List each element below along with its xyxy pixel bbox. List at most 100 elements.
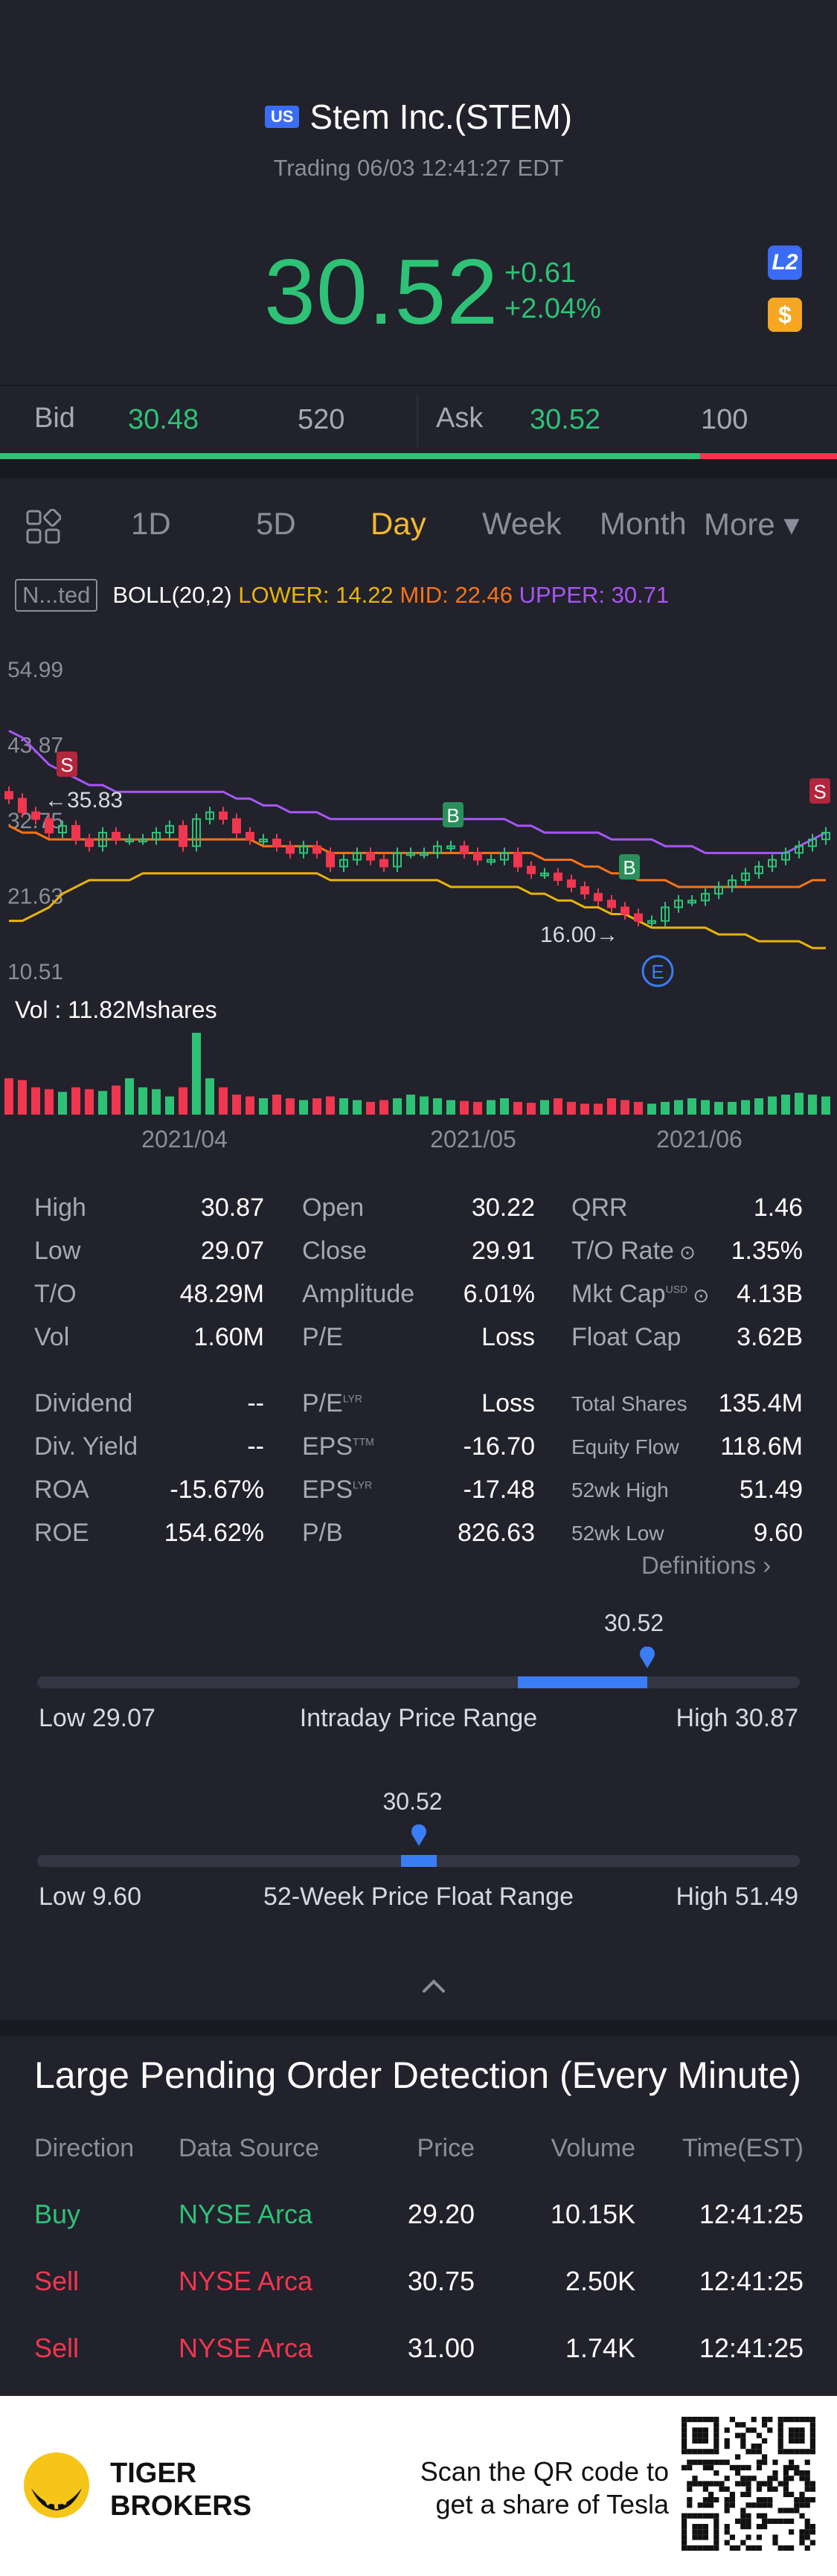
volume-bar	[353, 1100, 362, 1115]
week52-range-title: 52-Week Price Float Range	[263, 1883, 574, 1911]
boll-upper: UPPER: 30.71	[519, 582, 670, 608]
stat-label: T/O Rate ⊙	[571, 1237, 696, 1265]
candle-body	[808, 839, 817, 848]
x-tick-label: 2021/06	[656, 1126, 743, 1153]
low-annotation: 16.00→	[540, 923, 618, 947]
volume-bar	[661, 1101, 670, 1115]
table-header: Time(EST)	[682, 2134, 804, 2162]
candle-body	[781, 852, 790, 861]
tab-month[interactable]: Month	[600, 506, 687, 541]
stat-value: -15.67%	[170, 1476, 264, 1504]
bid-volume: 520	[298, 404, 345, 435]
stat-value: 1.46	[753, 1194, 803, 1222]
order-time: 12:41:25	[699, 2266, 804, 2296]
section-divider-2	[0, 2020, 837, 2037]
stat-value: 9.60	[753, 1519, 803, 1547]
candle-body	[795, 845, 804, 854]
stat-value: 135.4M	[718, 1389, 803, 1417]
info-icon[interactable]: ⊙	[687, 1284, 710, 1307]
stat-value: 1.35%	[731, 1237, 803, 1265]
stat-label: Div. Yield	[34, 1432, 138, 1461]
order-volume: 10.15K	[550, 2199, 635, 2229]
candle-body	[353, 852, 362, 861]
level2-icon[interactable]: L2	[768, 246, 802, 280]
volume-bar	[286, 1098, 295, 1115]
chevron-up-icon[interactable]	[421, 1978, 446, 1994]
candle-body	[31, 811, 40, 820]
trading-status: Trading 06/03 12:41:27 EDT	[273, 155, 564, 181]
stat-label: Dividend	[34, 1389, 133, 1417]
stat-value: 154.62%	[164, 1519, 264, 1547]
candle-body	[366, 852, 375, 861]
chart-layout-icon[interactable]	[25, 509, 61, 545]
volume-bar	[687, 1098, 696, 1115]
bid-ask-row[interactable]: Bid 30.48 520 Ask 30.52 100	[0, 385, 837, 456]
footer-banner[interactable]: TIGER BROKERS Scan the QR code to get a …	[0, 2396, 837, 2576]
candle-body	[487, 859, 496, 863]
tab-5d[interactable]: 5D	[256, 506, 296, 541]
stat-label: 52wk High	[571, 1478, 669, 1502]
stat-value: 4.13B	[737, 1280, 803, 1308]
volume-bar	[446, 1100, 455, 1115]
bid-ask-separator	[417, 395, 418, 447]
volume-bar	[420, 1096, 429, 1115]
sell-marker	[809, 778, 830, 804]
volume-bar	[138, 1087, 147, 1115]
week52-range-track	[37, 1855, 800, 1867]
indicator-name: BOLL(20,2)	[112, 582, 232, 608]
candle-body	[406, 852, 415, 856]
volume-bar	[272, 1095, 281, 1115]
intraday-marker-icon	[639, 1646, 655, 1669]
candle-body	[98, 831, 107, 848]
price-chart[interactable]: 54.9943.8732.7521.6310.51←35.8316.00→SSB…	[0, 640, 837, 1168]
order-price: 29.20	[407, 2199, 475, 2229]
volume-bar	[607, 1098, 616, 1115]
bid-price: 30.48	[128, 404, 199, 435]
stat-label: High	[34, 1194, 86, 1222]
candle-body	[205, 811, 214, 820]
candle-body	[594, 893, 603, 902]
brand-name: TIGER BROKERS	[110, 2458, 252, 2522]
qr-cta-text: Scan the QR code to get a share of Tesla	[420, 2456, 669, 2519]
qr-code[interactable]	[682, 2417, 815, 2551]
ask-volume: 100	[701, 404, 748, 435]
volume-bar	[406, 1095, 415, 1115]
definitions-link[interactable]: Definitions ›	[641, 1551, 772, 1579]
candle-body	[165, 824, 174, 833]
stat-value: 3.62B	[737, 1323, 803, 1351]
stat-label: T/O	[34, 1280, 77, 1308]
volume-bar	[728, 1101, 737, 1115]
stat-label: Amplitude	[302, 1280, 415, 1308]
candle-body	[540, 872, 549, 877]
buy-marker	[619, 854, 640, 880]
info-icon[interactable]: ⊙	[673, 1241, 696, 1263]
order-direction: Sell	[34, 2266, 80, 2296]
candle-body	[18, 798, 27, 813]
order-source: NYSE Arca	[179, 2266, 313, 2296]
volume-bar	[58, 1092, 67, 1115]
candle-body	[326, 852, 335, 868]
volume-bar	[473, 1101, 482, 1115]
dollar-icon[interactable]: $	[768, 298, 802, 332]
tab-1d[interactable]: 1D	[131, 506, 171, 541]
intraday-range-fill	[517, 1676, 647, 1688]
volume-bar	[580, 1103, 589, 1115]
tab-more[interactable]: More ▾	[704, 507, 800, 542]
candle-body	[513, 852, 522, 868]
volume-bar	[647, 1103, 656, 1115]
volume-bar	[754, 1098, 763, 1115]
boll-upper-line	[8, 729, 827, 854]
ask-ratio-bar	[700, 453, 837, 459]
candle-body	[138, 839, 147, 843]
stat-label: Equity Flow	[571, 1435, 679, 1458]
tab-week[interactable]: Week	[482, 506, 562, 541]
indicator-selector[interactable]: N...ted	[15, 579, 98, 612]
stat-value: 6.01%	[463, 1280, 535, 1308]
bid-label: Bid	[34, 403, 75, 434]
tab-day[interactable]: Day	[371, 506, 426, 541]
volume-bar	[71, 1087, 80, 1115]
candle-body	[259, 839, 268, 843]
volume-bar	[781, 1095, 790, 1115]
stat-label: 52wk Low	[571, 1522, 664, 1545]
boll-mid-line	[8, 824, 826, 888]
